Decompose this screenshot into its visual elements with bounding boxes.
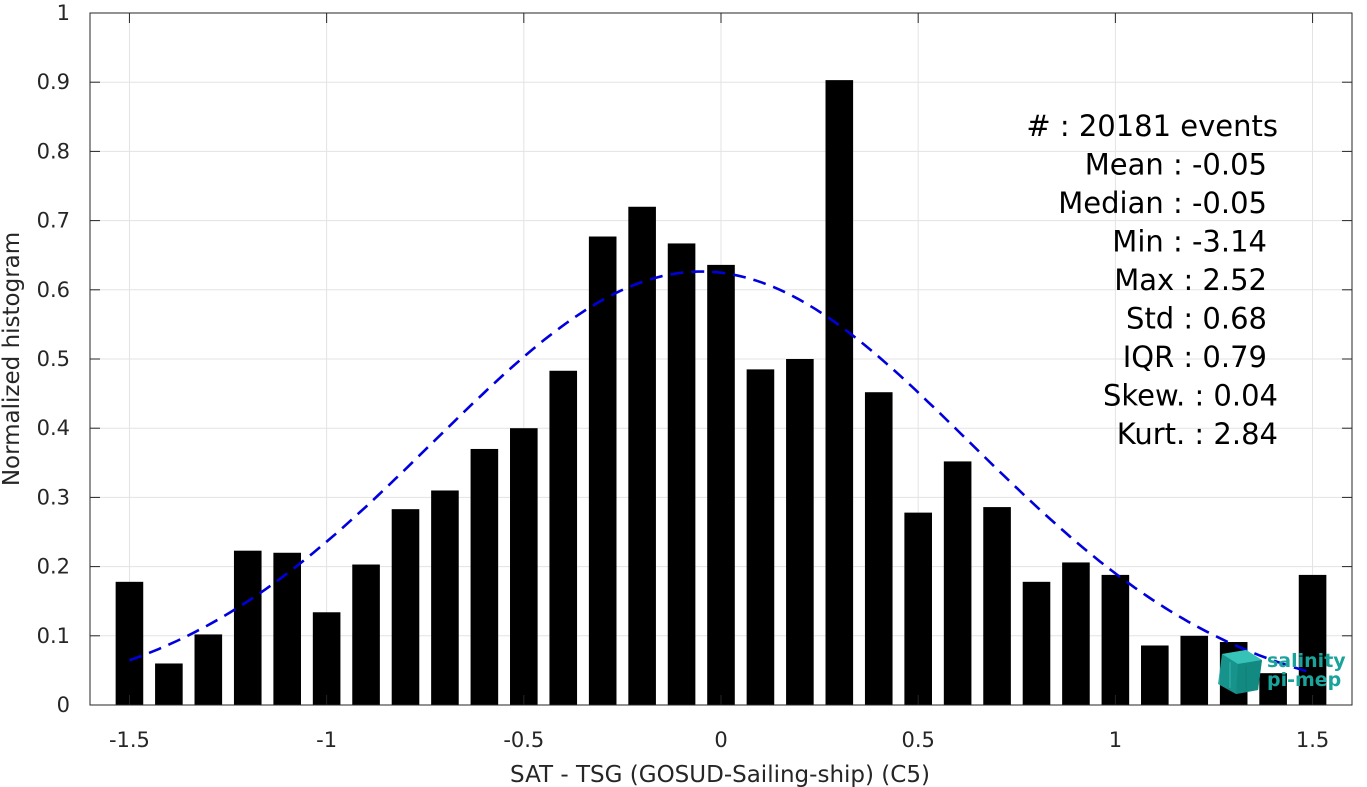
x-tick-label: -1 [316,728,337,752]
logo-cube-icon [1218,650,1262,694]
histogram-bar [588,236,617,706]
stats-line: Std : 0.68 [1126,302,1267,336]
histogram-bar [864,392,893,705]
histogram-bar [904,512,932,705]
histogram-bars [115,80,1327,706]
y-tick-label: 0.5 [37,347,70,371]
histogram-bar [707,264,735,705]
x-axis-label: SAT - TSG (GOSUD-Sailing-ship) (C5) [510,762,930,787]
histogram-bar [1141,645,1169,705]
histogram-bar [628,206,656,705]
histogram-bar [115,581,144,705]
histogram-bar [1062,562,1090,705]
histogram-bar [786,359,814,705]
y-axis-ticks: 0 0.1 0.2 0.3 0.4 0.5 0.6 0.7 0.8 0.9 1 [37,1,1352,717]
y-axis-label: Normalized histogram [0,232,25,486]
y-tick-label: 0 [57,693,70,717]
salinity-pimep-logo: salinity pi-mep [1218,650,1346,694]
histogram-bar [983,507,1011,705]
histogram-bar [1298,574,1327,705]
stats-line: Median : -0.05 [1058,186,1267,220]
y-tick-label: 0.1 [37,624,70,648]
histogram-bar [194,634,223,705]
stats-line: Kurt. : 2.84 [1117,417,1278,451]
statistics-box: # : 20181 events Mean : -0.05 Median : -0.… [1026,109,1278,451]
fit-curve-line [128,270,1313,674]
histogram-bar [510,428,538,705]
normal-fit-curve [128,270,1313,674]
x-tick-label: 0 [714,728,727,752]
histogram-bar [667,243,696,705]
histogram-bar [825,80,854,705]
histogram-bar [1022,581,1051,705]
histogram-bar [155,663,183,705]
x-tick-label: 1 [1109,728,1122,752]
x-tick-label: 1.5 [1296,728,1329,752]
histogram-bar [746,369,775,705]
logo-text-salinity: salinity [1267,650,1346,672]
histogram-bar [233,550,262,705]
logo-text-pimep: pi-mep [1267,669,1341,691]
histogram-bar [470,448,499,705]
y-tick-label: 0.9 [37,70,70,94]
x-tick-label: -0.5 [503,728,544,752]
histogram-bar [943,461,972,705]
y-tick-label: 0.4 [37,416,70,440]
x-tick-label: -1.5 [109,728,150,752]
y-tick-label: 0.8 [37,139,70,163]
y-tick-label: 0.7 [37,209,70,233]
histogram-bar [431,490,459,705]
y-tick-label: 1 [57,1,70,25]
histogram-bar [549,370,578,705]
histogram-bar [273,552,301,705]
stats-line: Mean : -0.05 [1085,148,1267,182]
y-tick-label: 0.2 [37,555,70,579]
histogram-bar [1101,574,1130,705]
stats-line: Skew. : 0.04 [1103,379,1278,413]
histogram-bar [352,564,380,705]
x-tick-label: 0.5 [901,728,934,752]
stats-line: Max : 2.52 [1114,263,1267,297]
histogram-bar [1180,635,1209,705]
stats-line: # : 20181 events [1026,109,1278,143]
x-axis-ticks: -1.5 -1 -0.5 0 0.5 1 1.5 [109,13,1329,752]
y-tick-label: 0.6 [37,278,70,302]
histogram-bar [391,509,420,705]
stats-line: Min : -3.14 [1112,225,1267,259]
histogram-bar [1259,673,1287,705]
histogram-bar [312,612,341,705]
y-tick-label: 0.3 [37,485,70,509]
stats-line: IQR : 0.79 [1123,340,1267,374]
